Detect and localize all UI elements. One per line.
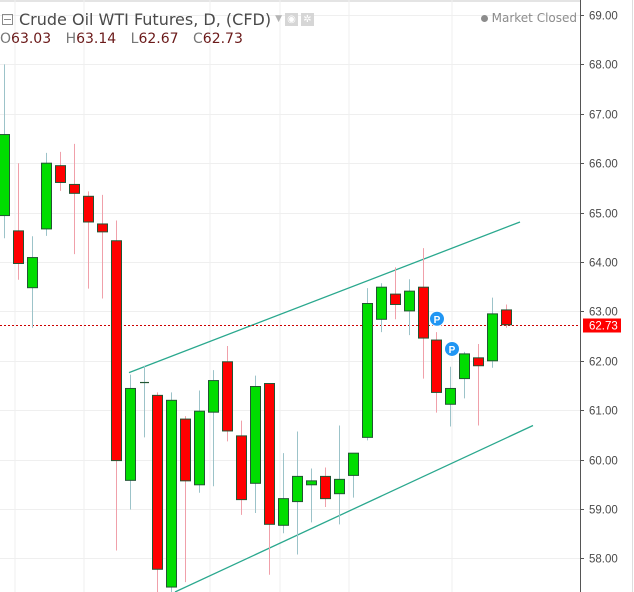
y-tick-label: 65.00 (589, 209, 618, 221)
candle[interactable] (27, 236, 38, 328)
dropdown-icon[interactable]: ▼ (275, 14, 282, 24)
candle[interactable] (83, 191, 94, 289)
candle[interactable] (140, 365, 149, 438)
y-tick-label: 61.00 (589, 406, 618, 418)
svg-text:P: P (434, 315, 441, 326)
y-tick-label: 67.00 (589, 110, 618, 122)
collapse-icon[interactable] (2, 13, 13, 25)
y-tick-label: 63.00 (589, 307, 618, 319)
market-status: Market Closed (480, 11, 577, 25)
parallel-channel[interactable] (128, 221, 534, 592)
candle[interactable] (487, 297, 498, 368)
channel-line-1[interactable] (128, 221, 521, 374)
y-tick-label: 58.00 (589, 554, 618, 566)
candle[interactable] (431, 332, 442, 413)
candle[interactable] (306, 468, 317, 523)
candle[interactable] (236, 420, 247, 515)
candle[interactable] (69, 143, 80, 255)
candle[interactable] (362, 288, 373, 441)
symbol-title[interactable]: Crude Oil WTI Futures, D, (CFD) (19, 9, 272, 29)
close-value: 62.73 (202, 31, 243, 47)
candle[interactable] (180, 416, 191, 583)
candle[interactable] (13, 163, 24, 280)
candle[interactable] (125, 374, 136, 510)
last-price-badge: 62.73 (583, 318, 621, 333)
candle[interactable] (390, 267, 401, 320)
candle[interactable] (348, 452, 359, 498)
open-value: 63.03 (11, 31, 52, 47)
candle[interactable] (501, 304, 512, 328)
candle[interactable] (278, 453, 289, 534)
candle[interactable] (459, 351, 470, 399)
candle[interactable] (264, 383, 275, 575)
marker-p-icon[interactable]: P (429, 310, 445, 327)
ohlc-values: O63.03 H63.14 L62.67 C62.73 (0, 31, 253, 47)
low-value: 62.67 (138, 31, 179, 47)
candle[interactable] (320, 467, 331, 508)
candle[interactable] (334, 425, 345, 525)
series-legend[interactable]: Crude Oil WTI Futures, D, (CFD) ▼ ◉ ✲ (2, 9, 314, 29)
y-tick-label: 62.00 (589, 357, 618, 369)
y-tick-label: 66.00 (589, 159, 618, 171)
candle[interactable] (166, 392, 177, 592)
candle[interactable] (404, 279, 415, 336)
gear-icon[interactable]: ✲ (301, 12, 314, 26)
high-value: 63.14 (76, 31, 117, 47)
candle[interactable] (97, 194, 108, 299)
eye-icon[interactable]: ◉ (285, 12, 298, 26)
candle[interactable] (292, 431, 303, 555)
candle[interactable] (41, 152, 52, 236)
open-label: O (0, 31, 12, 47)
channel-line-2[interactable] (174, 424, 534, 592)
candlestick-series[interactable] (0, 64, 512, 592)
market-status-text: Market Closed (491, 11, 577, 25)
marker-p-icon[interactable]: P (444, 340, 460, 357)
y-tick-label: 64.00 (589, 258, 618, 270)
status-dot-icon (480, 14, 488, 22)
high-label: H (65, 31, 77, 47)
y-tick-label: 60.00 (589, 456, 618, 468)
candle[interactable] (445, 366, 456, 427)
candle[interactable] (111, 220, 122, 551)
candle[interactable] (0, 64, 10, 239)
low-label: L (130, 31, 139, 47)
svg-text:P: P (449, 345, 456, 356)
candle[interactable] (250, 375, 261, 513)
candle[interactable] (473, 344, 484, 426)
close-label: C (193, 31, 203, 47)
candle[interactable] (376, 283, 387, 333)
candle[interactable] (194, 390, 205, 493)
candle[interactable] (55, 151, 66, 191)
price-axis[interactable]: 69.00 68.00 67.00 66.00 65.00 64.00 63.00 62.00… (580, 0, 634, 592)
y-tick-label: 59.00 (589, 505, 618, 517)
svg-text:62.73: 62.73 (589, 321, 618, 333)
y-tick-label: 68.00 (589, 60, 618, 72)
y-tick-label: 69.00 (589, 11, 618, 23)
candle[interactable] (208, 370, 219, 487)
candle[interactable] (418, 248, 429, 379)
event-markers[interactable]: PP (429, 310, 460, 357)
candle[interactable] (222, 345, 233, 442)
candle[interactable] (152, 392, 163, 592)
